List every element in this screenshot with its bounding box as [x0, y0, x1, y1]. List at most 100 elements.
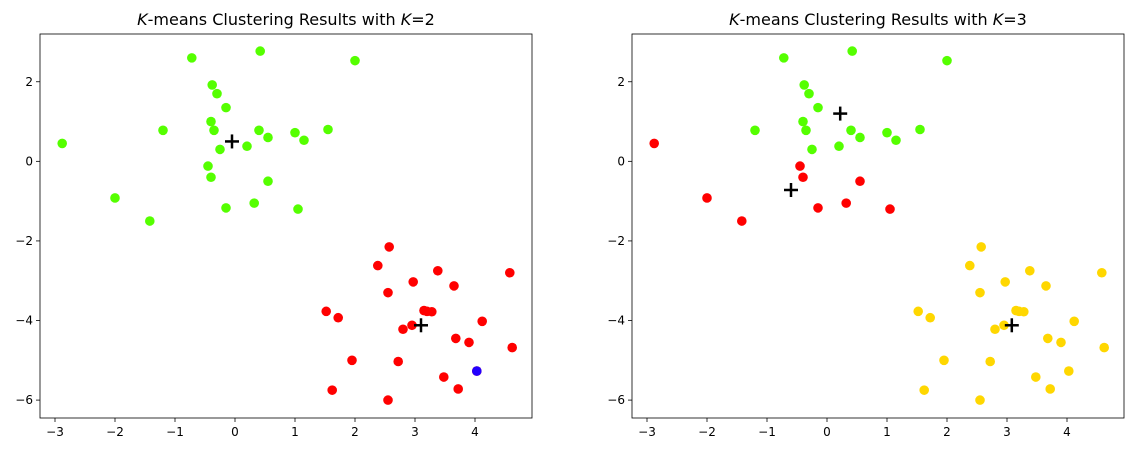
data-point	[398, 324, 408, 335]
data-point	[801, 125, 811, 136]
data-point	[1019, 306, 1029, 317]
data-point	[649, 138, 659, 149]
data-point	[249, 198, 259, 208]
y-tick-label: 2	[25, 75, 33, 89]
right-axes-frame	[631, 33, 1125, 419]
data-point	[795, 161, 805, 171]
data-point	[255, 46, 265, 56]
x-tick-label: 2	[351, 425, 359, 439]
y-tick-label: −6	[607, 393, 625, 407]
x-tick-label: −1	[166, 425, 184, 439]
data-point	[206, 116, 216, 127]
data-point	[1099, 342, 1109, 353]
data-point	[855, 132, 865, 143]
data-point	[702, 193, 712, 203]
title-suffix: =2	[411, 10, 435, 29]
data-point	[965, 260, 975, 271]
data-point	[299, 135, 309, 146]
data-point	[206, 172, 216, 183]
data-point	[293, 204, 303, 214]
data-point	[990, 324, 1000, 335]
data-point	[939, 355, 949, 366]
data-point	[942, 55, 952, 66]
data-point	[221, 203, 231, 213]
title-k-italic: K	[729, 10, 741, 29]
data-point	[798, 116, 808, 127]
data-point	[212, 88, 222, 99]
data-point	[1043, 333, 1053, 344]
data-point	[891, 135, 901, 146]
title-middle: -means Clustering Results with	[740, 10, 993, 29]
data-point	[187, 53, 197, 63]
data-point	[263, 132, 273, 143]
x-tick-label: −3	[638, 425, 656, 439]
left-chart-title: K-means Clustering Results with K=2	[137, 10, 435, 29]
title-middle: -means Clustering Results with	[148, 10, 401, 29]
x-tick-label: 1	[883, 425, 891, 439]
data-point	[451, 333, 461, 344]
data-point	[1025, 265, 1035, 276]
right-chart-title: K-means Clustering Results with K=3	[729, 10, 1027, 29]
data-point	[433, 265, 443, 276]
data-point	[841, 198, 851, 208]
data-point	[885, 204, 895, 214]
x-tick-label: 3	[1003, 425, 1011, 439]
data-point	[221, 102, 231, 113]
data-point	[57, 138, 67, 149]
data-point	[254, 125, 264, 136]
data-point	[976, 242, 986, 252]
data-point	[242, 141, 252, 152]
data-point	[209, 125, 219, 136]
x-tick-label: 4	[471, 425, 479, 439]
data-point	[913, 306, 923, 317]
title-k2-italic: K	[993, 10, 1005, 29]
data-point	[779, 53, 789, 63]
x-tick-label: −1	[758, 425, 776, 439]
x-tick-label: 3	[411, 425, 419, 439]
data-point	[472, 366, 482, 376]
data-point	[207, 80, 217, 90]
data-point	[1069, 316, 1079, 327]
data-point	[321, 306, 332, 317]
data-point	[846, 125, 856, 136]
title-k-italic: K	[137, 10, 149, 29]
data-point	[855, 176, 865, 187]
data-point	[263, 176, 273, 187]
y-tick-label: 2	[617, 75, 625, 89]
left-chart-panel: K-means Clustering Results with K=2−3 −2−…	[15, 10, 533, 439]
x-tick-label: 4	[1063, 425, 1071, 439]
data-point	[919, 385, 929, 395]
data-point	[882, 127, 892, 138]
data-point	[750, 125, 760, 136]
centroid-marker	[1004, 318, 1019, 333]
data-point	[1045, 384, 1055, 394]
y-tick-label: −4	[607, 314, 625, 328]
data-point	[477, 316, 488, 327]
data-point	[813, 102, 823, 113]
title-suffix: =3	[1003, 10, 1027, 29]
x-tick-label: −2	[106, 425, 124, 439]
y-tick-label: −2	[607, 234, 625, 248]
data-point	[813, 203, 823, 213]
data-point	[1064, 366, 1074, 376]
right-chart-panel: K-means Clustering Results with K=3−3 −2−…	[607, 10, 1125, 439]
data-point	[158, 125, 168, 136]
data-point	[323, 124, 333, 135]
centroid-marker	[833, 106, 848, 121]
centroid-marker	[414, 318, 428, 333]
left-axes-frame	[39, 33, 533, 419]
y-tick-label: 0	[617, 154, 625, 168]
data-point	[449, 281, 459, 291]
data-point	[925, 312, 935, 323]
x-tick-label: 1	[291, 425, 299, 439]
data-point	[384, 242, 395, 252]
data-point	[350, 55, 360, 66]
x-tick-label: 0	[231, 425, 239, 439]
y-tick-label: 0	[25, 154, 33, 168]
x-tick-label: −2	[698, 425, 716, 439]
data-point	[1056, 337, 1066, 348]
data-point	[807, 144, 817, 155]
y-tick-label: −2	[15, 234, 33, 248]
data-point	[847, 46, 857, 56]
